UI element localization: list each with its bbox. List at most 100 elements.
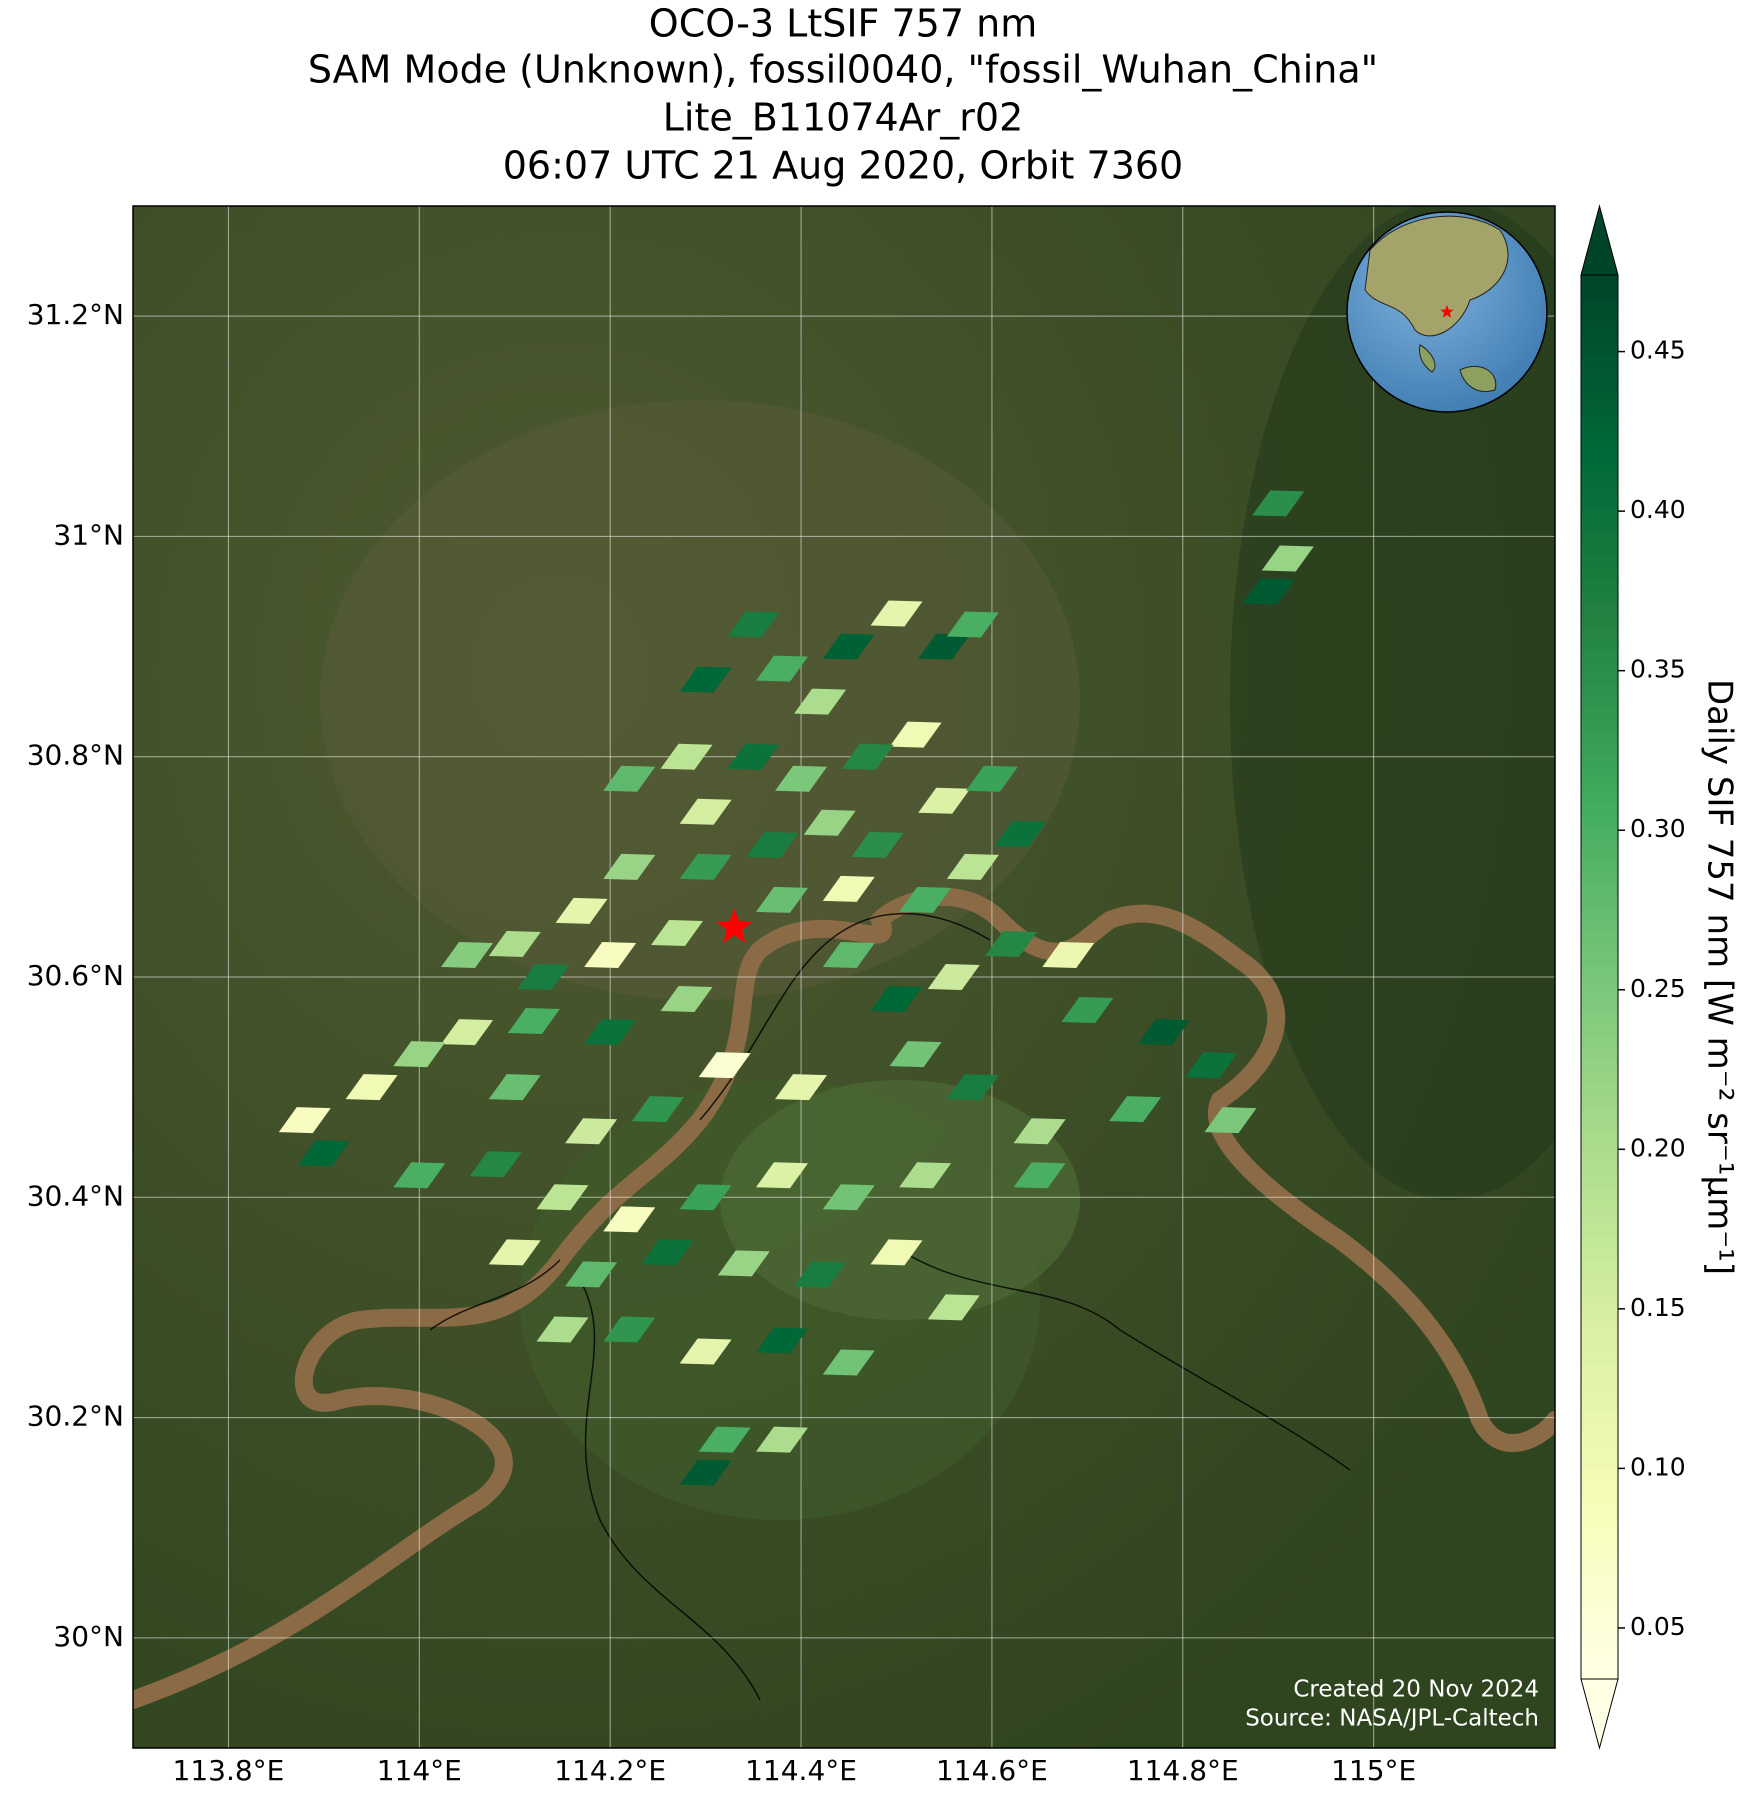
colorbar-segment (1581, 883, 1618, 896)
sif-footprint (727, 743, 780, 770)
colorbar-segment (1581, 1526, 1618, 1540)
sif-footprint (297, 1140, 350, 1167)
colorbar-segment (1581, 1351, 1618, 1364)
colorbar-segment (1581, 1094, 1618, 1107)
colorbar-segment (1581, 438, 1618, 452)
colorbar-segment (1581, 368, 1618, 381)
colorbar-segment (1581, 1585, 1618, 1598)
sif-footprint (488, 1074, 541, 1101)
colorbar-segment (1581, 485, 1618, 498)
colorbar-segment (1581, 1374, 1618, 1388)
colorbar-segment (1581, 1257, 1618, 1271)
y-tick-label: 30°N (53, 1620, 124, 1653)
colorbar-segment (1581, 567, 1618, 580)
colorbar-segment (1581, 1339, 1618, 1352)
basemap (133, 206, 1555, 1748)
colorbar-segment (1581, 380, 1618, 393)
colorbar-segment (1581, 1456, 1618, 1469)
y-tick-label: 31°N (53, 518, 124, 551)
sif-footprint (794, 1261, 847, 1288)
sif-footprint (946, 853, 999, 880)
title-line: Lite_B11074Ar_r02 (663, 96, 1024, 140)
colorbar-segment (1581, 509, 1618, 522)
sif-footprint (822, 1349, 875, 1376)
colorbar-segment (1581, 661, 1618, 674)
colorbar-segment (1581, 1281, 1618, 1294)
sif-footprint (507, 1008, 560, 1035)
colorbar-tick-label: 0.10 (1630, 1452, 1686, 1481)
sif-footprint (603, 765, 656, 792)
colorbar-segment (1581, 1117, 1618, 1130)
sif-footprint (918, 633, 971, 660)
sif-footprint (946, 611, 999, 638)
x-tick-label: 115°E (1331, 1754, 1416, 1787)
colorbar-segment (1581, 719, 1618, 732)
colorbar-segment (1581, 813, 1618, 826)
sif-footprint (660, 986, 713, 1013)
sif-footprint (1252, 490, 1305, 517)
colorbar-segment (1581, 1000, 1618, 1013)
colorbar-segment (1581, 626, 1618, 639)
sif-footprint (517, 964, 570, 990)
sif-footprint (965, 765, 1018, 792)
colorbar-segment (1581, 988, 1618, 1001)
colorbar-segment (1581, 450, 1618, 463)
colorbar-segment (1581, 1316, 1618, 1329)
colorbar-segment (1581, 462, 1618, 475)
colorbar-segment (1581, 801, 1618, 814)
colorbar-segment (1581, 766, 1618, 779)
x-tick-label: 113.8°E (173, 1754, 285, 1787)
sif-footprint (631, 1096, 684, 1123)
title-line: 06:07 UTC 21 Aug 2020, Orbit 7360 (503, 144, 1183, 188)
sif-footprint (278, 1107, 331, 1134)
sif-footprint (717, 1250, 770, 1277)
sif-footprint (746, 831, 799, 858)
sif-footprint (755, 1426, 808, 1453)
colorbar-segment (1581, 602, 1618, 615)
colorbar-tick-label: 0.05 (1630, 1612, 1686, 1641)
colorbar-segment (1581, 1480, 1618, 1493)
colorbar-segment (1581, 356, 1618, 370)
colorbar-segment (1581, 1667, 1618, 1680)
sif-footprint (927, 964, 980, 990)
sif-footprint (555, 897, 608, 924)
colorbar-segment (1581, 906, 1618, 920)
sif-footprint (1137, 1019, 1190, 1046)
sif-footprint (679, 1184, 732, 1211)
sif-footprint (1042, 941, 1095, 968)
colorbar-segment (1581, 1292, 1618, 1306)
colorbar-segment (1581, 544, 1618, 557)
colorbar-segment (1581, 427, 1618, 440)
colorbar-segment (1581, 1035, 1618, 1048)
sif-footprint (755, 655, 808, 682)
colorbar-tick-label: 0.30 (1630, 814, 1686, 843)
colorbar-label: Daily SIF 757 nm [W m⁻² sr⁻¹µm⁻¹] (1700, 679, 1740, 1275)
sif-footprint (679, 1459, 732, 1486)
colorbar-segment (1581, 1608, 1618, 1622)
y-tick-label: 30.4°N (27, 1179, 124, 1212)
sif-footprint (393, 1162, 446, 1189)
colorbar-segment (1581, 1222, 1618, 1235)
sif-footprint (1109, 1096, 1162, 1123)
map-frame (132, 205, 1556, 1749)
colorbar-segment (1581, 1597, 1618, 1610)
sif-footprint (803, 809, 856, 836)
colorbar-segment (1581, 684, 1618, 697)
colorbar-segment (1581, 1164, 1618, 1177)
colorbar-segment (1581, 1175, 1618, 1189)
colorbar-segment (1581, 754, 1618, 767)
colorbar-segment (1581, 555, 1618, 569)
x-tick-label: 114.4°E (745, 1754, 857, 1787)
sif-footprint (946, 1074, 999, 1101)
colorbar-segment (1581, 473, 1618, 487)
colorbar-segment (1581, 1632, 1618, 1645)
colorbar-segment (1581, 333, 1618, 346)
colorbar-segment (1581, 1620, 1618, 1633)
sif-footprint (393, 1041, 446, 1068)
colorbar-segment (1581, 1573, 1618, 1586)
colorbar-segment (1581, 848, 1618, 861)
colorbar-segment (1581, 637, 1618, 650)
colorbar-segment (1581, 696, 1618, 709)
sif-footprint (775, 765, 828, 792)
